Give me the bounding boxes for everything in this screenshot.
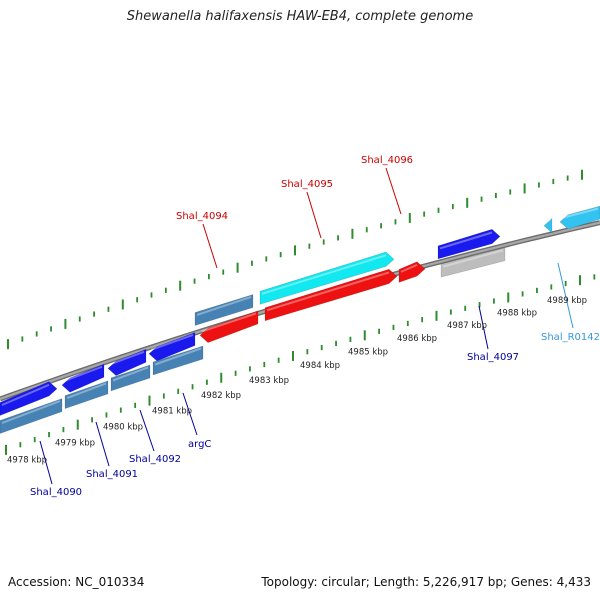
gene-highlight-1 <box>63 365 103 383</box>
gene-arrow-15 <box>543 217 553 234</box>
gene-highlight-7 <box>154 347 202 366</box>
leader-line <box>182 392 198 436</box>
kbp-label: 4980 kbp <box>103 422 143 432</box>
gene-arrow-11 <box>264 268 398 322</box>
gene-arrow-7 <box>152 345 204 376</box>
gene-highlight-12 <box>400 263 418 273</box>
gene-arrow-12 <box>398 261 426 283</box>
leader-line <box>39 440 53 485</box>
leader-line <box>557 262 574 329</box>
gene-label-shal-r0142: Shal_R0142 <box>541 332 600 343</box>
gene-label-shal-4096: Shal_4096 <box>361 155 413 166</box>
gene-label-shal-4095: Shal_4095 <box>281 179 333 190</box>
kbp-label: 4978 kbp <box>7 455 47 465</box>
gene-label-shal-4091: Shal_4091 <box>86 469 138 480</box>
gene-arrow-6 <box>110 364 151 392</box>
gene-features <box>0 205 600 434</box>
gene-highlight-6 <box>112 366 149 382</box>
leader-line <box>139 409 155 452</box>
gene-arrow-2 <box>107 348 147 376</box>
gene-arrow-14 <box>440 247 506 278</box>
gene-arrow-3 <box>148 332 196 362</box>
gene-highlight-8 <box>196 296 252 316</box>
gene-arrow-4 <box>0 398 63 434</box>
kbp-label: 4985 kbp <box>348 347 388 357</box>
kbp-label: 4984 kbp <box>300 361 340 371</box>
leader-line <box>306 191 322 239</box>
gene-arrow-16 <box>559 205 600 230</box>
gene-label-shal-4092: Shal_4092 <box>129 454 181 465</box>
gene-arrow-13 <box>437 228 501 260</box>
kbp-labels: 4978 kbp 4979 kbp 4980 kbp 4981 kbp 4982 kbp… <box>7 296 587 465</box>
gene-highlight-0 <box>1 383 50 406</box>
gene-label-shal-4094: Shal_4094 <box>176 211 228 222</box>
gene-arrow-0 <box>0 381 58 416</box>
gene-arrow-8 <box>194 294 254 326</box>
leader-line <box>478 305 489 350</box>
leader-line <box>202 223 218 269</box>
gene-highlight-3 <box>150 334 194 351</box>
tick-marks <box>5 169 596 455</box>
gene-highlight-2 <box>109 350 145 366</box>
gene-arrow-9 <box>199 310 259 343</box>
kbp-label: 4987 kbp <box>447 321 487 331</box>
gene-highlight-10 <box>261 254 387 295</box>
kbp-label: 4986 kbp <box>397 334 437 344</box>
accession-text: Accession: NC_010334 <box>8 575 145 589</box>
gene-arrow-10 <box>259 251 395 305</box>
gene-highlight-5 <box>66 382 107 400</box>
gene-highlight-9 <box>201 312 257 333</box>
gene-label-argc: argC <box>188 439 211 450</box>
kbp-label: 4982 kbp <box>201 391 241 401</box>
leader-line <box>95 421 110 467</box>
topology-text: Topology: circular; Length: 5,226,917 bp… <box>261 575 591 589</box>
gene-highlight-14 <box>442 249 504 268</box>
kbp-label: 4979 kbp <box>55 439 95 449</box>
kbp-label: 4989 kbp <box>547 296 587 306</box>
gene-arrow-5 <box>64 380 109 410</box>
gene-label-shal-4090: Shal_4090 <box>30 487 82 498</box>
gene-highlight-4 <box>1 400 61 424</box>
kbp-label: 4988 kbp <box>497 308 537 318</box>
gene-labels: Shal_4094 Shal_4095 Shal_4096 Shal_4090 Shal… <box>30 155 600 498</box>
gene-highlight-15 <box>545 218 551 223</box>
gene-highlight-13 <box>439 231 493 250</box>
gene-label-shal-4097: Shal_4097 <box>467 352 519 363</box>
gene-highlight-16 <box>561 207 599 219</box>
map-title: Shewanella halifaxensis HAW-EB4, complet… <box>126 9 474 24</box>
leader-line <box>385 167 402 215</box>
label-leader-lines <box>39 167 574 485</box>
kbp-label: 4981 kbp <box>152 406 192 416</box>
gene-arrow-1 <box>61 363 105 393</box>
kbp-label: 4983 kbp <box>249 376 289 386</box>
gene-highlight-11 <box>266 271 390 312</box>
